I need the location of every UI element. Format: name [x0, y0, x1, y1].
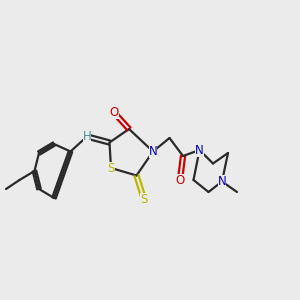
- Text: N: N: [195, 143, 204, 157]
- Text: S: S: [107, 161, 115, 175]
- Text: N: N: [148, 145, 158, 158]
- Text: H: H: [82, 130, 91, 143]
- Text: S: S: [140, 193, 148, 206]
- Text: O: O: [176, 173, 184, 187]
- Text: N: N: [218, 175, 226, 188]
- Text: O: O: [110, 106, 118, 119]
